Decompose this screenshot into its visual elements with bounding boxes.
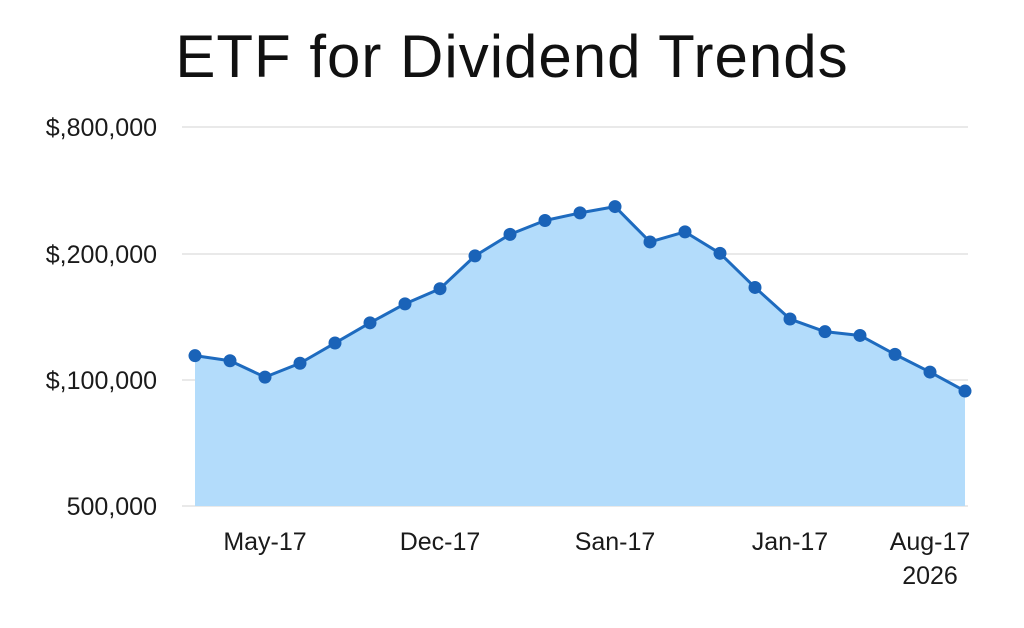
chart-title: ETF for Dividend Trends xyxy=(175,23,849,90)
data-point xyxy=(293,356,307,370)
area-fill xyxy=(195,206,965,506)
data-point xyxy=(188,349,202,363)
data-point xyxy=(538,213,552,227)
data-point xyxy=(468,249,482,263)
data-point xyxy=(608,200,622,214)
x-axis-year-label: 2026 xyxy=(902,562,958,590)
data-point xyxy=(363,316,377,330)
data-point xyxy=(783,312,797,326)
data-point xyxy=(678,225,692,239)
data-point xyxy=(328,336,342,350)
data-point xyxy=(258,370,272,384)
data-point xyxy=(713,246,727,260)
data-point xyxy=(853,328,867,342)
data-point xyxy=(433,282,447,296)
data-point xyxy=(818,325,832,339)
data-point xyxy=(888,347,902,361)
data-point xyxy=(223,354,237,368)
data-point xyxy=(958,384,972,398)
y-tick-label: $,800,000 xyxy=(46,114,157,142)
y-tick-label: 500,000 xyxy=(67,493,157,521)
x-tick-label: Dec-17 xyxy=(400,528,481,556)
x-tick-label: Aug-17 xyxy=(890,528,971,556)
data-point xyxy=(643,235,657,249)
x-tick-label: May-17 xyxy=(223,528,306,556)
x-tick-label: Jan-17 xyxy=(752,528,828,556)
data-point xyxy=(748,280,762,294)
data-point xyxy=(398,297,412,311)
y-tick-label: $,200,000 xyxy=(46,241,157,269)
data-point xyxy=(503,227,517,241)
data-point xyxy=(573,206,587,220)
x-tick-label: San-17 xyxy=(575,528,656,556)
data-point xyxy=(923,365,937,379)
y-tick-label: $,100,000 xyxy=(46,367,157,395)
